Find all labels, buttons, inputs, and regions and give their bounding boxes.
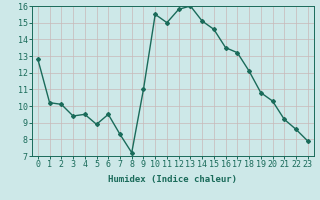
- X-axis label: Humidex (Indice chaleur): Humidex (Indice chaleur): [108, 175, 237, 184]
